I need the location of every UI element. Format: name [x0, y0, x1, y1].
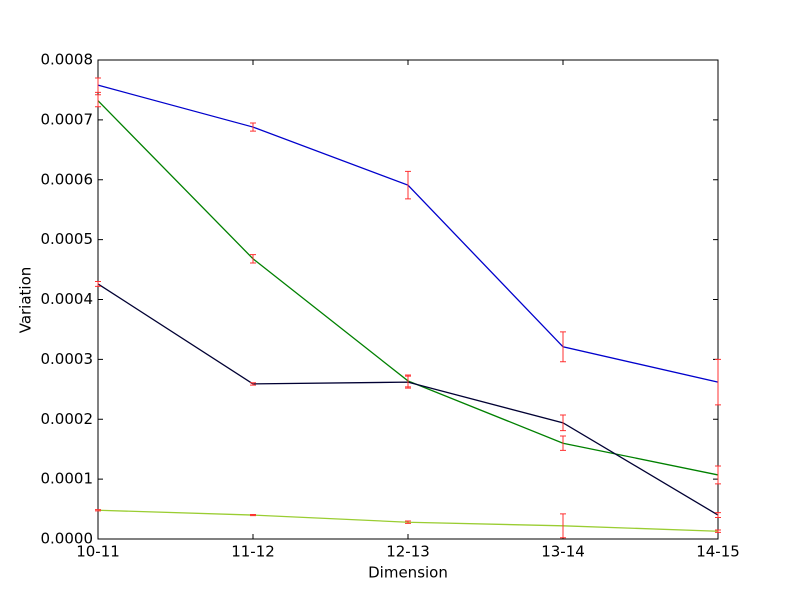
error-bar: [715, 465, 721, 485]
error-bar: [95, 509, 101, 512]
error-bar: [715, 529, 721, 533]
x-axis-label: Dimension: [368, 564, 448, 582]
error-bar: [405, 170, 411, 200]
y-axis-label: Variation: [17, 267, 35, 334]
y-tick-label: 0.0006: [41, 170, 94, 188]
y-tick-label: 0.0002: [41, 410, 94, 428]
error-bar: [95, 77, 101, 93]
error-bar: [95, 94, 101, 108]
error-bar: [250, 382, 256, 386]
error-bar: [560, 331, 566, 363]
error-bar: [405, 375, 411, 389]
y-tick-label: 0.0005: [41, 230, 94, 248]
y-tick-label: 0.0008: [41, 51, 94, 69]
error-bar: [250, 513, 256, 517]
y-tick-label: 0.0007: [41, 110, 94, 128]
error-bar: [715, 358, 721, 406]
x-tick-label: 14-15: [696, 543, 740, 561]
error-bar: [250, 254, 256, 264]
error-bar: [560, 435, 566, 451]
x-tick-label: 12-13: [386, 543, 430, 561]
y-tick-label: 0.0000: [41, 530, 94, 548]
error-bar: [250, 122, 256, 132]
x-tick-label: 10-11: [76, 543, 120, 561]
error-bar: [715, 512, 721, 518]
y-tick-label: 0.0001: [41, 470, 94, 488]
x-tick-label: 13-14: [541, 543, 585, 561]
y-tick-label: 0.0004: [41, 290, 94, 308]
error-bar: [560, 513, 566, 539]
error-bar: [560, 414, 566, 432]
error-bar: [405, 520, 411, 524]
x-tick-label: 11-12: [231, 543, 275, 561]
plot-frame: [97, 59, 719, 540]
error-bar: [95, 281, 101, 287]
y-tick-label: 0.0003: [41, 350, 94, 368]
